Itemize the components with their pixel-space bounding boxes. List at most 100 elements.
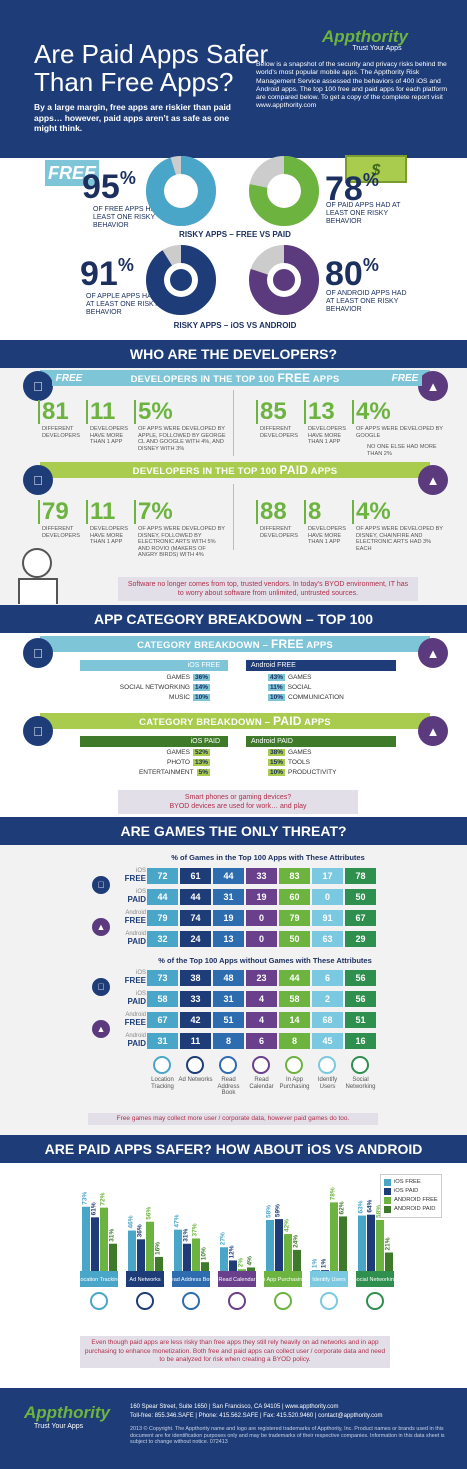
- chart-data-label: 42%: [284, 1219, 291, 1232]
- apple-pct: 91%: [80, 255, 134, 294]
- category-pct: 36%: [192, 674, 210, 681]
- dev-stat-caption: OF APPS WERE DEVELOPED BY GOOGLE: [356, 426, 443, 439]
- table-row-label: iOS PAID: [108, 991, 146, 1007]
- table-row-label: Android FREE: [108, 1012, 146, 1028]
- chart-category-icon: [136, 1292, 154, 1310]
- android-caption: OF ANDROID APPS HAD AT LEAST ONE RISKY B…: [326, 290, 407, 313]
- chart-bar: [367, 1214, 375, 1271]
- table-cell: 8: [213, 1033, 244, 1049]
- table-cell: 0: [246, 931, 277, 947]
- chart-note: Even though paid apps are less risky tha…: [80, 1336, 390, 1368]
- logo-text: Appthority: [322, 27, 408, 46]
- categories-note-line2: BYOD devices are used for work… and play: [169, 803, 307, 810]
- category-pct: 10%: [268, 694, 286, 701]
- paid-pct-value: 78: [325, 170, 363, 208]
- chart-data-label: 31%: [109, 1228, 116, 1241]
- chart-bar: [100, 1207, 108, 1271]
- chart-data-label: 73%: [82, 1192, 89, 1205]
- chart-data-label: 4%: [247, 1256, 254, 1266]
- row-os-label: Android: [125, 1033, 146, 1039]
- table-cell: 67: [345, 910, 376, 926]
- title-line-1: Are Paid Apps Safer: [34, 39, 269, 69]
- table-cell: 31: [213, 889, 244, 905]
- row-tier-label: FREE: [124, 976, 146, 985]
- dev-stat-number: 79: [38, 500, 69, 524]
- column-label: Social Networking: [345, 1077, 376, 1090]
- table-cell: 91: [312, 910, 343, 926]
- games-section-title: ARE GAMES THE ONLY THREAT?: [0, 817, 467, 845]
- free-pct: 95%: [82, 168, 136, 207]
- table-cell: 79: [279, 910, 310, 926]
- chart-category-label: Location Tracking: [77, 1277, 120, 1283]
- legend-label: iOS FREE: [394, 1179, 421, 1185]
- free-caption: OF FREE APPS HAD AT LEAST ONE RISKY BEHA…: [93, 206, 171, 229]
- dev-stat-number: 13: [304, 400, 335, 424]
- android-donut: [249, 245, 319, 315]
- table-cell: 13: [213, 931, 244, 947]
- cat-free-bar-bold: FREE: [270, 637, 304, 651]
- dev-free-android-icon: ▲: [418, 371, 448, 401]
- dev-paid-apple-icon: : [23, 465, 53, 495]
- table-row-label: Android FREE: [108, 910, 146, 926]
- risky-label-1: RISKY APPS – FREE VS PAID: [179, 230, 291, 239]
- table-cell: 19: [213, 910, 244, 926]
- category-name: COMMUNICATION: [288, 694, 344, 701]
- paid-caption: OF PAID APPS HAD AT LEAST ONE RISKY BEHA…: [326, 202, 401, 225]
- chart-bar: [174, 1229, 182, 1271]
- footer-logo: Appthority Trust Your Apps: [24, 1403, 110, 1430]
- chart-data-label: 24%: [293, 1235, 300, 1248]
- category-row: PHOTO 13%: [60, 759, 210, 766]
- dev-paid-bar-pre: DEVELOPERS IN THE TOP 100: [132, 466, 280, 477]
- column-icon: [153, 1056, 171, 1074]
- chart-bar: [321, 1270, 329, 1271]
- apple-icon: : [92, 978, 110, 996]
- cat-android-free-header: Android FREE: [246, 660, 396, 671]
- chart-bar: [275, 1219, 283, 1271]
- chart-bar: [358, 1215, 366, 1271]
- chart-bar: [155, 1256, 163, 1271]
- android-icon: [273, 269, 295, 291]
- chart-category-label: Ad Networks: [129, 1277, 160, 1283]
- chart-bar: [220, 1247, 228, 1271]
- dev-stat-caption: OF APPS WERE DEVELOPED BY DISNEY, FOLLOW…: [138, 526, 225, 559]
- chart-bar: [284, 1234, 292, 1271]
- legend-item: iOS PAID: [384, 1187, 438, 1196]
- table-cell: 68: [312, 1012, 343, 1028]
- chart-category-icon: [90, 1292, 108, 1310]
- chart-bar: [330, 1202, 338, 1271]
- category-name: PHOTO: [166, 759, 190, 766]
- free-donut-fill: [146, 156, 216, 226]
- footer-logo-text: Appthority: [24, 1403, 110, 1422]
- chart-category-band: [80, 1271, 118, 1287]
- table-cell: 61: [180, 868, 211, 884]
- chart-data-label: 59%: [275, 1204, 282, 1217]
- chart-category-label: Identify Users: [312, 1277, 346, 1283]
- free-tag: FREE: [45, 160, 99, 186]
- chart-bar: [128, 1230, 136, 1271]
- column-icon: [186, 1056, 204, 1074]
- chart-data-label: 61%: [91, 1202, 98, 1215]
- footer-legal: 2013 © Copyright. The Appthority name an…: [130, 1426, 445, 1446]
- chart-data-label: 36%: [137, 1224, 144, 1237]
- table-cell: 8: [279, 1033, 310, 1049]
- category-row: 15% TOOLS: [268, 759, 418, 766]
- category-row: 43% GAMES: [268, 674, 418, 681]
- table-cell: 2: [312, 991, 343, 1007]
- chart-bar: [312, 1270, 320, 1271]
- chart-category-label: Social Networking: [353, 1277, 397, 1283]
- chart-bar: [238, 1269, 246, 1271]
- dev-free-bar-pre: DEVELOPERS IN THE TOP 100: [130, 374, 278, 385]
- android-icon: ▲: [92, 1020, 110, 1038]
- footer: [0, 1388, 467, 1469]
- table-cell: 38: [180, 970, 211, 986]
- chart-bar: [266, 1219, 274, 1271]
- dev-stat-number: 81: [38, 400, 69, 424]
- table-cell: 4: [246, 1012, 277, 1028]
- column-label: Read Address Book: [217, 1077, 240, 1097]
- nerd-body-icon: [18, 578, 58, 604]
- dev-stat-number: 7%: [134, 500, 173, 524]
- table-cell: 33: [180, 991, 211, 1007]
- table-cell: 50: [345, 889, 376, 905]
- chart-data-label: 1%: [321, 1259, 328, 1269]
- dev-stat-caption: DIFFERENT DEVELOPERS: [260, 426, 298, 439]
